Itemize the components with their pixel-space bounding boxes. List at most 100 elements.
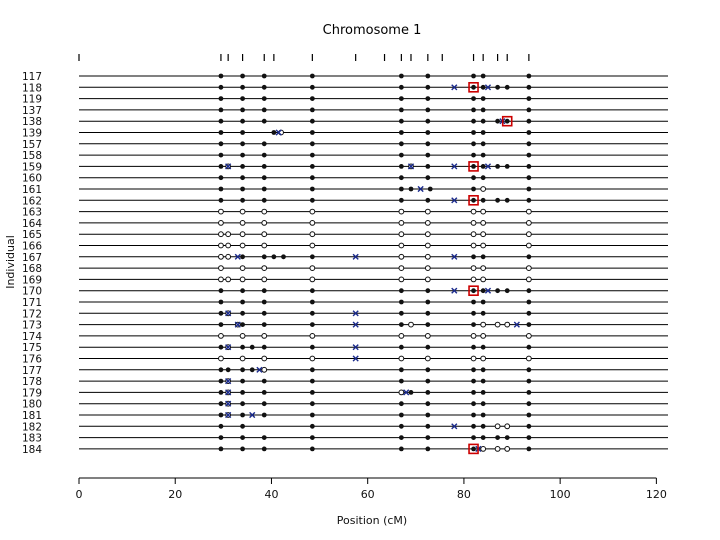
genotype-filled-point <box>425 197 431 203</box>
genotype-filled-point <box>271 254 277 260</box>
genotype-open-point <box>398 276 405 283</box>
individual-row: 162 <box>22 195 668 207</box>
individual-row: 170 <box>22 285 668 298</box>
genotype-filled-point <box>398 197 404 203</box>
highlight-box <box>468 161 479 172</box>
row-label: 172 <box>22 308 42 320</box>
genotype-filled-point <box>408 186 414 192</box>
row-label: 183 <box>22 433 42 445</box>
genotype-filled-point <box>480 254 486 260</box>
genotype-filled-point <box>240 401 245 407</box>
individual-row: 163 <box>22 207 668 219</box>
crossover-mark <box>225 400 232 407</box>
genotype-filled-point <box>309 96 315 101</box>
genotype-open-point <box>525 276 532 283</box>
individual-row: 118 <box>22 82 668 94</box>
genotype-filled-point <box>261 254 267 260</box>
genotype-filled-point <box>480 107 486 113</box>
x-tick-label: 40 <box>264 488 278 501</box>
genotype-open-point <box>424 276 431 283</box>
genotype-filled-point <box>526 84 532 90</box>
row-label: 166 <box>22 241 42 253</box>
genotype-open-point <box>424 265 431 272</box>
row-label: 163 <box>22 207 42 219</box>
genotype-filled-point <box>425 390 431 395</box>
genotype-filled-point <box>218 435 224 440</box>
genotype-filled-point <box>471 390 476 395</box>
genotype-open-point <box>480 231 487 238</box>
genotype-filled-point <box>240 299 245 305</box>
individual-row: 158 <box>22 150 668 162</box>
crossover-mark <box>234 321 241 328</box>
genotype-open-point <box>309 220 316 226</box>
genotype-filled-point <box>261 96 267 101</box>
crossover-mark <box>225 411 232 419</box>
individual-row: 171 <box>22 297 668 309</box>
genotype-filled-point <box>480 401 486 407</box>
genotype-filled-point <box>398 378 404 384</box>
genotype-filled-point <box>425 288 431 294</box>
genotype-filled-point <box>225 367 231 373</box>
genotype-filled-point <box>471 96 476 101</box>
genotype-filled-point <box>261 344 267 350</box>
individual-row: 166 <box>22 241 668 253</box>
row-label: 119 <box>22 94 42 106</box>
genotype-filled-point <box>471 152 476 158</box>
genotype-filled-point <box>309 378 315 384</box>
genotype-filled-point <box>240 118 245 124</box>
genotype-open-point <box>309 208 316 215</box>
row-label: 137 <box>22 105 42 117</box>
genotype-filled-point <box>495 197 500 203</box>
genotype-open-point <box>398 242 405 249</box>
genotype-filled-point <box>261 378 267 384</box>
genotype-filled-point <box>471 367 476 373</box>
genotype-filled-point <box>471 254 476 260</box>
genotype-filled-point <box>526 435 532 440</box>
genotype-filled-point <box>526 367 532 373</box>
highlight-box <box>468 443 479 455</box>
crossover-mark <box>225 378 232 385</box>
genotype-filled-point <box>425 435 431 440</box>
genotype-filled-point <box>240 164 245 169</box>
genotype-filled-point <box>218 84 224 90</box>
genotype-filled-point <box>526 152 532 158</box>
genotype-filled-point <box>261 310 267 316</box>
genotype-open-point <box>218 253 224 260</box>
genotype-open-point <box>218 208 224 215</box>
genotype-filled-point <box>471 197 476 203</box>
genotype-filled-point <box>425 412 431 418</box>
crossover-mark <box>249 411 256 419</box>
genotype-filled-point <box>480 118 486 124</box>
individual-row: 184 <box>22 443 668 456</box>
crossover-mark <box>352 253 359 260</box>
genotype-filled-point <box>471 107 476 113</box>
genotype-open-point <box>398 265 405 272</box>
genotype-open-point <box>218 355 224 362</box>
genotype-filled-point <box>480 175 486 181</box>
marker-ticks <box>78 54 530 61</box>
genotype-filled-point <box>495 164 500 169</box>
genotype-filled-point <box>309 186 315 192</box>
genotype-filled-point <box>480 130 486 135</box>
genotype-filled-point <box>309 130 315 135</box>
genotype-open-point <box>309 355 316 362</box>
highlight-box <box>468 82 479 93</box>
row-label: 177 <box>22 365 42 377</box>
genotype-open-point <box>218 242 224 249</box>
genotype-filled-point <box>480 141 486 147</box>
genotype-filled-point <box>480 367 486 373</box>
genotype-filled-point <box>398 107 404 113</box>
genotype-filled-point <box>309 288 315 294</box>
individual-row: 179 <box>22 387 668 399</box>
row-label: 159 <box>22 161 42 173</box>
genotype-filled-point <box>526 299 532 305</box>
genotype-open-point <box>261 220 268 226</box>
genotype-filled-point <box>218 164 224 169</box>
genotype-open-point <box>480 186 487 192</box>
genotype-open-point <box>470 276 477 283</box>
genotype-filled-point <box>480 164 486 169</box>
individual-row: 138 <box>22 115 668 128</box>
row-label: 170 <box>22 286 42 298</box>
genotype-open-point <box>261 333 268 339</box>
genotype-filled-point <box>398 322 404 327</box>
